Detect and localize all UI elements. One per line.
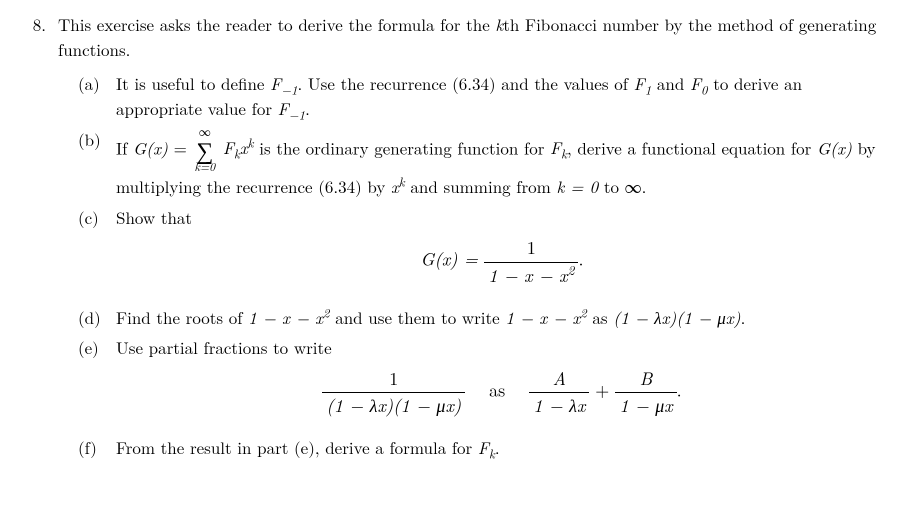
math: G(x) — [817, 135, 852, 159]
exercise-8: 8. This exercise asks the reader to deri… — [24, 12, 888, 466]
part-d: (d) Find the roots of 1 − x − x2 and use… — [78, 305, 888, 330]
math: 1 − x − x2 — [248, 305, 329, 329]
math: Fk — [550, 135, 567, 159]
summation: ∞∑k=0 — [195, 127, 216, 175]
display-equation: 1(1 − λx)(1 − μx) as A1 − λx + B1 − μx. — [116, 366, 888, 419]
math: k = 0 — [557, 174, 599, 198]
part-label: (a) — [78, 71, 106, 120]
math: F1 — [634, 71, 652, 95]
text: . — [495, 435, 500, 459]
display-equation: G(x) = 11 − x − x2. — [116, 235, 888, 288]
fraction: A1 − λx — [529, 366, 589, 419]
part-a: (a) It is useful to define F−1. Use the … — [78, 71, 888, 120]
math: xk — [391, 174, 405, 198]
text: . — [305, 96, 310, 120]
part-text: If G(x) = ∞∑k=0 Fkxk is the ordinary gen… — [116, 127, 888, 199]
text: and use them to write — [330, 305, 506, 329]
text: . — [677, 377, 682, 402]
fraction: B1 − μx — [615, 366, 676, 419]
part-label: (c) — [78, 205, 106, 299]
text: If — [116, 135, 133, 159]
text: From the result in part (e), derive a fo… — [116, 435, 478, 459]
text: + — [589, 377, 615, 402]
intro-text: This exercise asks the reader to derive … — [58, 12, 876, 61]
parts-list: (a) It is useful to define F−1. Use the … — [58, 71, 888, 459]
math: G(x) = — [421, 247, 485, 272]
text: , derive a functional equation for — [567, 135, 817, 159]
part-text: Show that G(x) = 11 − x − x2. — [116, 205, 888, 299]
problem-content: This exercise asks the reader to derive … — [58, 12, 888, 466]
part-text: Use partial fractions to write 1(1 − λx)… — [116, 335, 888, 429]
math: F−1 — [278, 96, 305, 120]
text: is the ordinary generating function for — [254, 135, 550, 159]
part-f: (f) From the result in part (e), derive … — [78, 435, 888, 460]
part-label: (e) — [78, 335, 106, 429]
text: as — [489, 377, 505, 402]
part-label: (b) — [78, 127, 106, 199]
part-label: (f) — [78, 435, 106, 460]
math: G(x) — [133, 135, 168, 159]
fraction: 11 − x − x2 — [484, 235, 578, 288]
math: Fk — [478, 435, 495, 459]
math: (1 − λx)(1 − μx) — [613, 305, 740, 329]
text: Show that — [116, 205, 192, 229]
math: Fkxk — [223, 135, 254, 159]
part-text: Find the roots of 1 − x − x2 and use the… — [116, 305, 888, 330]
text: to ∞. — [598, 174, 646, 198]
text: = — [168, 135, 193, 159]
part-text: From the result in part (e), derive a fo… — [116, 435, 888, 460]
part-b: (b) If G(x) = ∞∑k=0 Fkxk is the ordinary… — [78, 127, 888, 199]
text: . — [741, 305, 746, 329]
part-e: (e) Use partial fractions to write 1(1 −… — [78, 335, 888, 429]
fraction: 1(1 − λx)(1 − μx) — [322, 366, 465, 419]
math: F−1 — [270, 71, 297, 95]
part-label: (d) — [78, 305, 106, 330]
text: and — [651, 71, 690, 95]
text: Use partial fractions to write — [116, 335, 332, 359]
text: Find the roots of — [116, 305, 248, 329]
text: . Use the recurrence (6.34) and the valu… — [298, 71, 634, 95]
part-text: It is useful to define F−1. Use the recu… — [116, 71, 888, 120]
math: 1 − x − x2 — [505, 305, 586, 329]
problem-number: 8. — [24, 12, 46, 466]
text: as — [587, 305, 614, 329]
text: . — [578, 247, 583, 272]
part-c: (c) Show that G(x) = 11 − x − x2. — [78, 205, 888, 299]
math: F0 — [690, 71, 708, 95]
text: and summing from — [405, 174, 557, 198]
text: It is useful to define — [116, 71, 270, 95]
